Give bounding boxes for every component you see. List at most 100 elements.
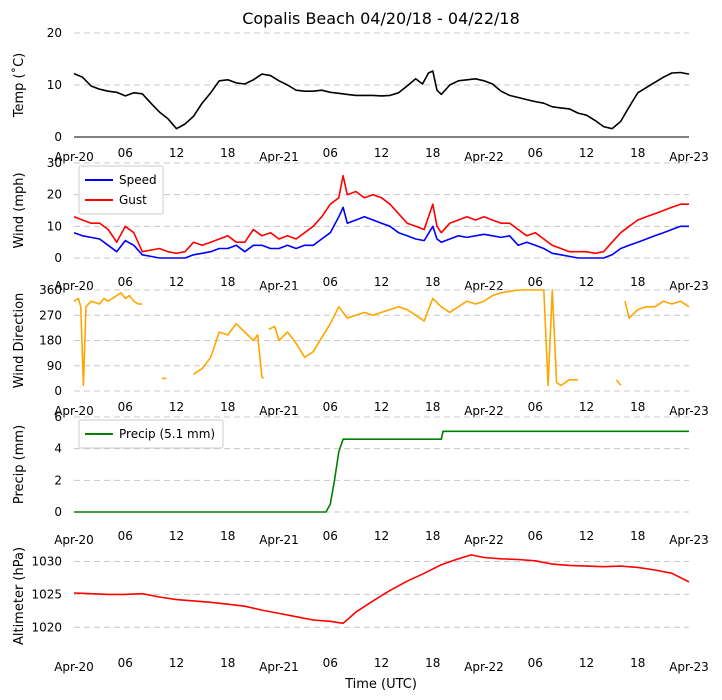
x-tick-label: 18 <box>220 400 235 414</box>
x-axis-label: Time (UTC) <box>344 677 417 692</box>
x-tick-label: Apr-22 <box>464 660 504 674</box>
x-tick-label: Apr-20 <box>54 279 94 293</box>
y-axis-label: Precip (mm) <box>12 425 27 504</box>
series-line-speed <box>73 206 689 259</box>
x-tick-label: 18 <box>220 656 235 670</box>
x-tick-label: Apr-23 <box>669 404 709 418</box>
y-tick-label: 0 <box>54 384 62 398</box>
y-tick-label: 10 <box>47 78 62 92</box>
x-tick-label: 06 <box>528 146 543 160</box>
x-tick-label: 12 <box>579 146 594 160</box>
legend-box <box>78 419 224 449</box>
y-tick-label: 20 <box>47 26 62 40</box>
x-tick-label: Apr-23 <box>669 279 709 293</box>
x-tick-label: 12 <box>579 400 594 414</box>
y-axis-label: Altimeter (hPa) <box>12 547 27 645</box>
y-tick-label: 360 <box>39 283 62 297</box>
x-tick-label: 06 <box>528 656 543 670</box>
x-tick-label: Apr-20 <box>54 660 94 674</box>
x-tick-label: 06 <box>323 529 338 543</box>
panel-3: 0 90 180 270 360 Apr-20 06 12 18 Apr-21 06 12 18 Apr-… <box>12 283 709 418</box>
x-tick-label: Apr-23 <box>669 150 709 164</box>
x-tick-label: Apr-21 <box>259 150 299 164</box>
x-tick-label: 12 <box>169 400 184 414</box>
y-tick-label: 4 <box>54 442 62 456</box>
x-tick-label: Apr-22 <box>464 279 504 293</box>
x-tick-label: 12 <box>579 275 594 289</box>
x-tick-label: 12 <box>374 656 389 670</box>
y-axis-label: Temp (˚C) <box>11 53 27 119</box>
x-tick-label: 06 <box>118 529 133 543</box>
x-tick-label: Apr-21 <box>259 660 299 674</box>
x-tick-label: Apr-23 <box>669 533 709 547</box>
y-tick-label: 0 <box>54 251 62 265</box>
x-tick-label: 06 <box>118 656 133 670</box>
x-tick-label: Apr-20 <box>54 404 94 418</box>
series-line <box>615 379 622 386</box>
series-line <box>193 322 265 380</box>
series-line <box>73 554 690 625</box>
y-tick-label: 90 <box>47 359 62 373</box>
x-tick-label: 12 <box>579 529 594 543</box>
y-tick-label: 0 <box>54 130 62 144</box>
x-tick-label: Apr-21 <box>259 279 299 293</box>
x-tick-label: 18 <box>425 529 440 543</box>
x-tick-label: 12 <box>579 656 594 670</box>
y-tick-label: 270 <box>39 308 62 322</box>
panel-4: 0 2 4 6 Apr-20 06 12 18 Apr-21 06 12 18 Apr-22 06 12 18… <box>12 410 709 547</box>
y-tick-label: 180 <box>39 334 62 348</box>
x-tick-label: 18 <box>630 275 645 289</box>
series-line <box>73 292 143 387</box>
x-tick-label: 18 <box>425 146 440 160</box>
x-tick-label: Apr-22 <box>464 404 504 418</box>
panel-5: 1020 1025 1030 Apr-20 06 12 18 Apr-21 06 12 18 Apr-… <box>12 547 709 674</box>
series-line <box>73 70 690 130</box>
x-tick-label: 12 <box>374 400 389 414</box>
x-tick-label: 12 <box>374 529 389 543</box>
x-tick-label: Apr-20 <box>54 150 94 164</box>
x-tick-label: Apr-23 <box>669 660 709 674</box>
x-tick-label: 06 <box>118 275 133 289</box>
y-tick-label: 0 <box>54 505 62 519</box>
x-tick-label: 12 <box>169 529 184 543</box>
x-tick-label: Apr-21 <box>259 533 299 547</box>
x-tick-label: 18 <box>630 400 645 414</box>
x-tick-label: 18 <box>425 400 440 414</box>
x-tick-label: Apr-22 <box>464 533 504 547</box>
x-tick-label: 06 <box>528 275 543 289</box>
x-tick-label: 18 <box>220 529 235 543</box>
x-tick-label: 06 <box>118 146 133 160</box>
legend-label: Speed <box>119 173 157 187</box>
x-tick-label: 12 <box>169 656 184 670</box>
x-tick-label: 18 <box>630 146 645 160</box>
legend-box <box>78 165 164 215</box>
x-tick-label: 18 <box>630 529 645 543</box>
x-tick-label: Apr-20 <box>54 533 94 547</box>
y-tick-label: 1030 <box>31 554 62 568</box>
series-line-precip-5-1-mm <box>74 430 689 513</box>
y-tick-label: 1020 <box>31 620 62 634</box>
y-tick-label: 10 <box>47 219 62 233</box>
panel-2: 0 10 20 30 Apr-20 06 12 18 Apr-21 06 12 18 Apr-22 06 1… <box>12 156 709 293</box>
x-tick-label: 12 <box>169 275 184 289</box>
x-tick-label: 06 <box>323 275 338 289</box>
x-tick-label: 06 <box>323 400 338 414</box>
panel-1: 0 10 20 Apr-20 06 12 18 Apr-21 06 12 18 Apr-22 06 12 1… <box>11 26 709 164</box>
x-tick-label: 12 <box>374 275 389 289</box>
x-tick-label: 12 <box>169 146 184 160</box>
y-tick-label: 1025 <box>31 587 62 601</box>
x-tick-label: 18 <box>425 656 440 670</box>
chart-title: Copalis Beach 04/20/18 - 04/22/18 <box>242 9 520 28</box>
series-line <box>624 300 690 319</box>
x-tick-label: 06 <box>118 400 133 414</box>
legend-label: Gust <box>119 193 147 207</box>
y-axis-label: Wind (mph) <box>12 172 27 248</box>
x-tick-label: Apr-22 <box>464 150 504 164</box>
x-tick-label: 06 <box>528 400 543 414</box>
x-tick-label: 18 <box>630 656 645 670</box>
legend-label: Precip (5.1 mm) <box>119 427 215 441</box>
x-tick-label: 18 <box>220 146 235 160</box>
x-tick-label: 06 <box>323 656 338 670</box>
